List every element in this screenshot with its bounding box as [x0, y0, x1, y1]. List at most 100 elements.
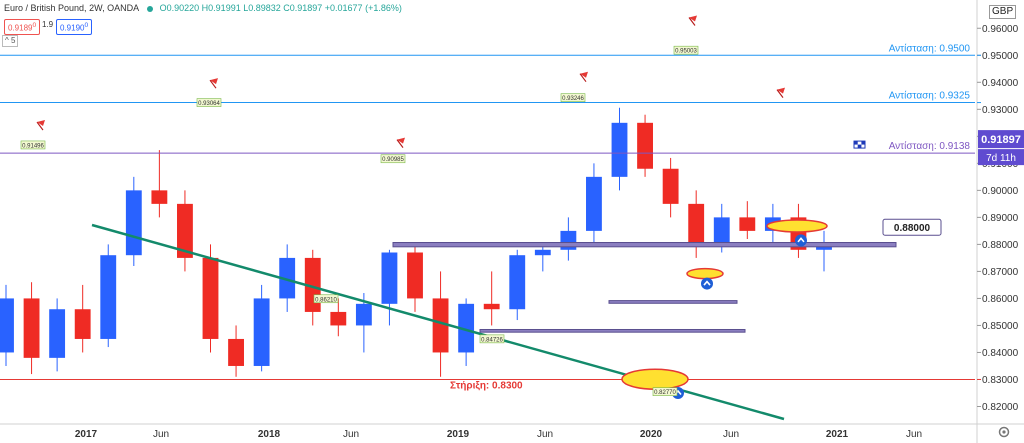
price-label-box	[313, 294, 339, 304]
x-tick-label: 2018	[258, 429, 281, 440]
price-label-box	[20, 140, 46, 150]
candle-body	[509, 255, 526, 310]
candle-body	[49, 309, 66, 358]
market-status-icon	[147, 5, 154, 12]
current-price-tag	[978, 130, 1024, 149]
finish-flag-cell	[854, 141, 858, 145]
y-tick-label: 0.83000	[982, 375, 1019, 386]
x-tick-label: Jun	[153, 429, 169, 440]
price-label-box	[196, 98, 222, 107]
indicators-count: 5	[10, 36, 16, 45]
flag-pole	[688, 17, 696, 26]
flag-icon	[777, 87, 785, 94]
ohlc-values: O0.90220 H0.91991 L0.89832 C0.91897 +0.0…	[159, 3, 402, 13]
symbol-header: Euro / British Pound, 2W, OANDA O0.90220…	[4, 3, 402, 13]
candle-body	[458, 303, 475, 353]
price-label: 0.86210	[315, 297, 337, 303]
candle-body	[713, 217, 730, 245]
spread: 1.9	[42, 20, 54, 29]
flag-icon	[210, 78, 218, 85]
buy-button[interactable]: 0.91900	[56, 19, 93, 35]
candle-body	[330, 311, 347, 326]
candle-body	[739, 217, 756, 231]
indicators-toggle[interactable]: ^ 5	[2, 35, 19, 47]
candle-body	[100, 255, 117, 339]
price-label-box	[560, 93, 586, 102]
y-tick-label: 0.82000	[982, 402, 1019, 413]
y-tick-label: 0.86000	[982, 294, 1019, 305]
level-label: Στήριξη: 0.8300	[450, 380, 523, 391]
sell-price: 0.9189	[8, 23, 33, 33]
candle-body	[407, 252, 423, 299]
price-label-box	[673, 45, 699, 55]
price-label-box	[380, 154, 406, 164]
candle-body	[228, 338, 244, 366]
price-label: 0.93064	[198, 101, 220, 107]
candle-body	[151, 190, 168, 204]
buy-price-sup: 0	[84, 22, 89, 29]
flag-pole	[579, 73, 587, 83]
y-tick-label: 0.87000	[982, 267, 1019, 278]
candle-body	[202, 257, 219, 339]
candle-body	[432, 298, 449, 353]
price-label: 0.93246	[562, 96, 584, 102]
finish-flag-cell	[857, 144, 862, 149]
flag-pole	[209, 79, 217, 89]
price-label: 0.91496	[22, 143, 44, 149]
y-tick-label: 0.94000	[982, 78, 1019, 89]
candle-body	[355, 303, 372, 326]
candle-body	[0, 298, 14, 353]
highlight-ellipse	[621, 368, 689, 390]
up-arrow-glyph	[797, 237, 805, 243]
level-label: Αντίσταση: 0.9500	[889, 42, 971, 54]
price-label-box	[479, 334, 505, 344]
flag-icon	[397, 137, 405, 144]
zone-label: 0.88000	[894, 223, 931, 234]
candle-body	[586, 176, 602, 231]
x-tick-label: 2020	[640, 429, 663, 440]
up-arrow-icon	[795, 234, 807, 247]
x-tick-label: Jun	[537, 429, 553, 440]
highlight-ellipse	[686, 267, 724, 280]
sell-button[interactable]: 0.91890	[4, 19, 41, 35]
y-tick-label: 0.96000	[982, 24, 1019, 35]
candle-body	[611, 122, 628, 177]
currency-label[interactable]: GBP	[989, 5, 1017, 19]
y-tick-label: 0.93000	[982, 105, 1019, 116]
sell-price-sup: 0	[32, 22, 37, 29]
candle-body	[253, 298, 270, 366]
buy-price: 0.9190	[60, 23, 85, 33]
zone-0858	[608, 300, 738, 304]
candle-body	[125, 190, 142, 256]
level-label: Αντίσταση: 0.9325	[889, 90, 971, 102]
x-tick-label: Jun	[906, 429, 922, 440]
zone-088	[392, 242, 897, 248]
flag-icon	[689, 15, 697, 22]
y-tick-label: 0.85000	[982, 321, 1019, 332]
price-label: 0.84726	[481, 337, 503, 343]
candle-body	[534, 249, 551, 256]
price-axis-background	[977, 0, 1024, 443]
candle-body	[662, 168, 679, 204]
settings-gear-icon	[998, 426, 1010, 438]
finish-flag-cell	[861, 141, 866, 145]
up-arrow-icon	[701, 277, 713, 290]
flag-pole	[396, 139, 404, 148]
flag-pole	[36, 121, 44, 131]
y-tick-label: 0.89000	[982, 213, 1019, 224]
price-label: 0.82770	[654, 390, 676, 396]
price-label-box	[652, 387, 678, 396]
candle-body	[637, 122, 653, 169]
candle-body	[279, 257, 296, 299]
y-tick-label: 0.88000	[982, 240, 1019, 251]
price-label: 0.90985	[382, 157, 404, 163]
current-price-label: 0.91897	[981, 134, 1021, 146]
interval[interactable]: 2W	[89, 3, 103, 13]
price-label: 0.95003	[675, 49, 697, 55]
zone-0848	[479, 328, 746, 333]
symbol-name: Euro / British Pound	[4, 3, 85, 13]
highlight-ellipse	[766, 219, 828, 233]
